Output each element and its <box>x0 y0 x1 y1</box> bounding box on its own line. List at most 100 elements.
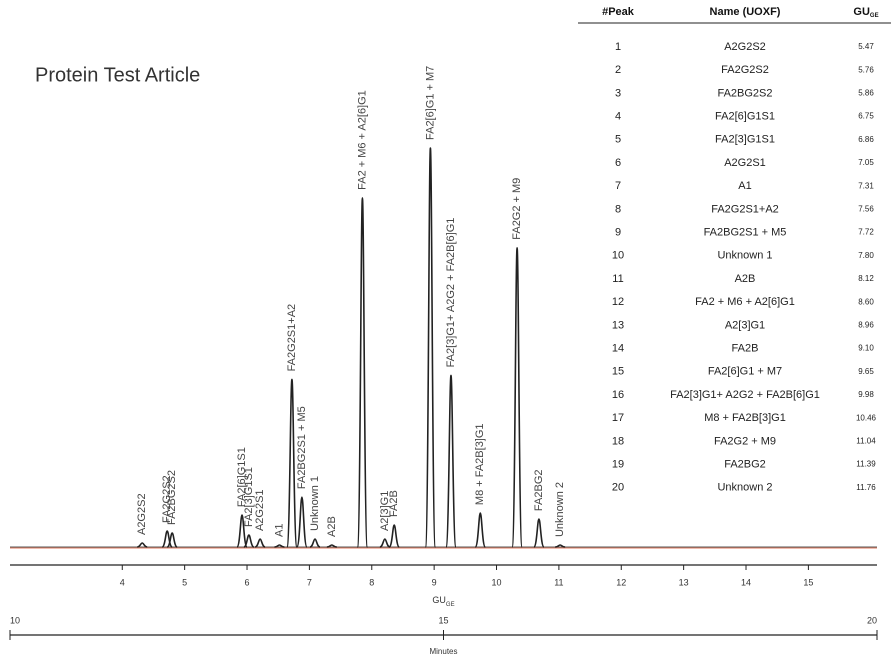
table-cell: 12 <box>612 296 624 308</box>
peak-label: A2B <box>326 516 338 537</box>
x-tick-label: 8 <box>369 577 374 587</box>
table-cell: 8.60 <box>858 297 874 306</box>
table-cell: 7.05 <box>858 158 874 167</box>
table-header-sub: GE <box>870 13 879 19</box>
table-cell: 16 <box>612 389 624 401</box>
table-cell: 6.75 <box>858 112 874 121</box>
table-cell: 5.76 <box>858 65 874 74</box>
table-cell: FA2BG2S2 <box>717 87 772 99</box>
table-cell: A2B <box>735 273 756 285</box>
peak-label: FA2[3]G1S1 <box>243 467 255 527</box>
table-cell: 3 <box>615 87 621 99</box>
table-cell: FA2[3]G1S1 <box>715 134 775 146</box>
peak <box>511 246 523 548</box>
table-cell: 8.12 <box>858 274 874 283</box>
peak-label: A1 <box>273 524 285 537</box>
peak <box>137 542 148 548</box>
x-tick-label: 6 <box>245 577 250 587</box>
table-cell: 6.86 <box>858 135 874 144</box>
table-cell: 11.39 <box>856 460 876 469</box>
peak-label: FA2G2S2 <box>161 475 173 523</box>
table-cell: FA2G2S1+A2 <box>711 203 779 215</box>
peak <box>166 532 178 548</box>
table-cell: 11.76 <box>856 483 876 492</box>
x-tick-label: 7 <box>307 577 312 587</box>
table-cell: FA2BG2S1 + M5 <box>704 227 787 239</box>
peak-label: FA2G2S1+A2 <box>286 304 298 372</box>
peak <box>424 147 437 548</box>
x-axis-label: GUGE <box>432 595 454 607</box>
x2-tick-label: 10 <box>10 615 20 625</box>
table-cell: A2[3]G1 <box>725 319 765 331</box>
table-cell: 2 <box>615 64 621 76</box>
table-header: GUGE <box>853 6 878 19</box>
peak <box>254 538 266 548</box>
table-cell: 9.65 <box>858 367 874 376</box>
table-cell: M8 + FA2B[3]G1 <box>704 412 786 424</box>
table-cell: FA2B <box>732 343 759 355</box>
table-cell: FA2 + M6 + A2[6]G1 <box>695 296 795 308</box>
peak <box>356 197 369 548</box>
table-cell: FA2[3]G1+ A2G2 + FA2B[6]G1 <box>670 389 820 401</box>
peak <box>388 524 401 548</box>
peak <box>533 518 545 548</box>
table-cell: 14 <box>612 343 624 355</box>
x-axis-label-main: GU <box>432 595 446 605</box>
peak-label: Unknown 2 <box>554 482 566 537</box>
table-cell: A1 <box>738 180 751 192</box>
peak-label: Unknown 1 <box>309 476 321 531</box>
table-cell: 7.31 <box>858 181 874 190</box>
table-header: Name (UOXF) <box>710 6 781 18</box>
table-cell: A2G2S2 <box>724 41 766 53</box>
peak <box>236 514 248 548</box>
peak-label: FA2[6]G1S1 <box>236 447 248 507</box>
table-cell: 19 <box>612 459 624 471</box>
table-cell: 5.47 <box>858 42 874 51</box>
table-cell: 7.72 <box>858 228 874 237</box>
table-cell: 13 <box>612 319 624 331</box>
peak-label: A2[3]G1 <box>379 491 391 531</box>
table-cell: 8 <box>615 203 621 215</box>
table-cell: 11 <box>612 273 623 285</box>
table-cell: FA2G2 + M9 <box>714 435 776 447</box>
x2-axis-label: Minutes <box>429 647 457 656</box>
chart-title: Protein Test Article <box>35 64 200 86</box>
table-cell: Unknown 2 <box>717 482 772 494</box>
peak <box>286 378 298 548</box>
table-cell: 9.10 <box>858 344 874 353</box>
x-tick-label: 10 <box>492 577 502 587</box>
table-cell: 9.98 <box>858 390 874 399</box>
x-tick-label: 13 <box>679 577 689 587</box>
peak-label: A2G2S1 <box>254 489 266 531</box>
peak <box>474 512 487 548</box>
peak-label: FA2 + M6 + A2[6]G1 <box>356 90 368 190</box>
table-cell: 10 <box>612 250 624 262</box>
table-cell: 5 <box>615 134 621 146</box>
x-tick-label: 9 <box>432 577 437 587</box>
table-cell: 7 <box>615 180 621 192</box>
table-cell: 15 <box>612 366 624 378</box>
table-cell: 5.86 <box>858 89 874 98</box>
table-header-text: Name (UOXF) <box>710 6 781 18</box>
peak <box>555 544 566 548</box>
peak-label: FA2[3]G1+ A2G2 + FA2B[6]G1 <box>445 218 457 368</box>
peak-label: A2G2S2 <box>136 493 148 535</box>
peak <box>309 538 321 548</box>
x-tick-label: 4 <box>120 577 125 587</box>
x-tick-label: 5 <box>182 577 187 587</box>
table-cell: 6 <box>615 157 621 169</box>
table-cell: FA2G2S2 <box>721 64 769 76</box>
peak <box>243 534 255 548</box>
peak <box>445 374 457 548</box>
table-cell: FA2[6]G1S1 <box>715 111 775 123</box>
peak-label: M8 + FA2B[3]G1 <box>474 423 486 505</box>
x-tick-label: 14 <box>741 577 751 587</box>
table-cell: 8.96 <box>858 321 874 330</box>
table-cell: 7.56 <box>858 205 874 214</box>
table-cell: FA2[6]G1 + M7 <box>708 366 782 378</box>
x2-tick-label: 20 <box>867 615 877 625</box>
table-cell: 17 <box>612 412 624 424</box>
peak-label: FA2BG2S2 <box>166 470 178 525</box>
table-cell: 11.04 <box>856 437 876 446</box>
